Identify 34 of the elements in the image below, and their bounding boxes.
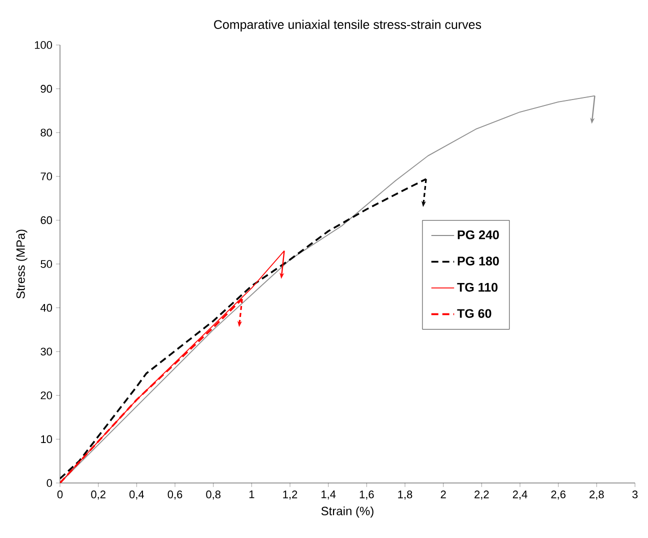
chart-title: Comparative uniaxial tensile stress-strain curves <box>214 20 482 32</box>
legend-label: PG 240 <box>458 230 499 240</box>
y-tick-label: 30 <box>40 348 52 356</box>
y-tick-label: 50 <box>40 260 52 268</box>
legend-label: TG 110 <box>457 282 498 292</box>
y-tick-label: 40 <box>40 304 52 312</box>
y-tick-label: 70 <box>40 172 52 180</box>
x-tick-label: 0,4 <box>129 490 144 500</box>
x-tick-label: 0 <box>57 490 63 498</box>
x-tick-label: 0,8 <box>206 490 220 500</box>
x-tick-label: 2,6 <box>551 490 566 500</box>
x-tick-label: 1,8 <box>398 490 412 500</box>
y-tick-label: 10 <box>41 435 52 444</box>
x-axis-title: Strain (%) <box>321 506 374 518</box>
y-tick-label: 60 <box>40 216 52 224</box>
x-tick-label: 2,4 <box>512 490 528 500</box>
y-tick-label: 0 <box>46 479 52 487</box>
y-tick-label: 80 <box>40 128 52 136</box>
x-tick-label: 2,8 <box>590 490 604 500</box>
y-axis-title: Stress (MPa) <box>16 230 28 298</box>
x-tick-label: 1,2 <box>283 490 298 500</box>
y-tick-label: 90 <box>40 84 52 93</box>
x-tick-label: 2,2 <box>474 490 489 500</box>
y-tick-label: 20 <box>40 392 52 400</box>
x-tick-label: 0,6 <box>168 490 182 500</box>
x-tick-label: 1 <box>249 490 254 498</box>
x-tick-label: 0,2 <box>91 490 106 500</box>
x-tick-label: 1,4 <box>322 490 336 500</box>
x-tick-label: 2 <box>440 490 446 498</box>
legend-label: PG 180 <box>458 256 499 266</box>
x-tick-label: 1,6 <box>360 490 374 500</box>
legend-label: TG 60 <box>457 309 492 318</box>
y-tick-label: 100 <box>34 41 52 49</box>
x-tick-label: 3 <box>632 490 638 498</box>
